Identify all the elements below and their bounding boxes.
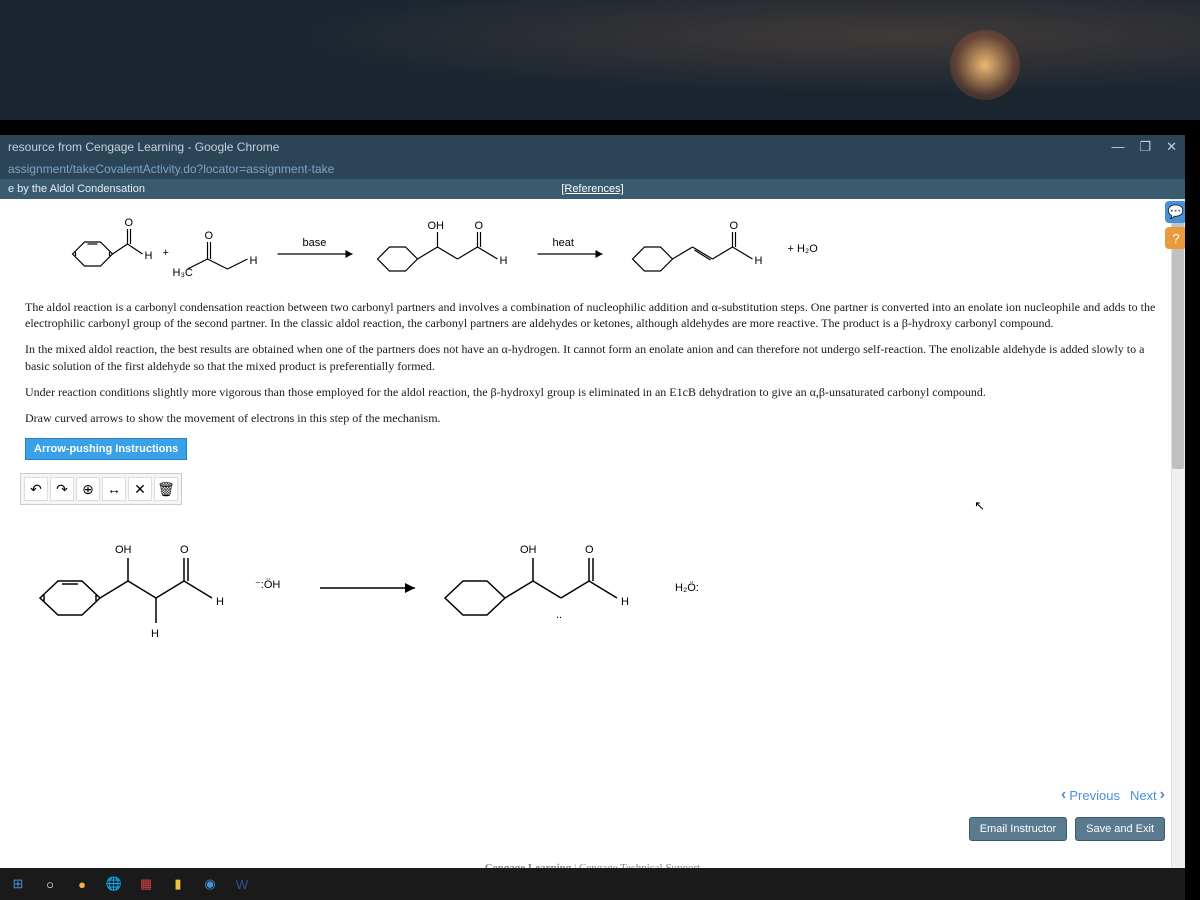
cortana-icon[interactable]: ○	[40, 874, 60, 894]
svg-text:H₂Ö:: H₂Ö:	[675, 582, 699, 594]
chat-icon[interactable]: 💬	[1165, 201, 1185, 223]
svg-text:H: H	[145, 250, 153, 262]
word-icon[interactable]: W	[232, 874, 252, 894]
action-row: Email Instructor Save and Exit	[969, 817, 1165, 841]
references-link[interactable]: [References]	[561, 183, 623, 195]
ambient-background	[0, 0, 1200, 120]
taskbar: ⊞ ○ ● 🌐 ▦ ▮ ◉ W	[0, 868, 1185, 900]
svg-text:OH: OH	[428, 220, 445, 232]
reaction-scheme: O H + O H₃C H base	[0, 199, 1185, 294]
minimize-button[interactable]: —	[1111, 139, 1124, 155]
next-label: Next	[1130, 788, 1157, 803]
lamp-glow	[950, 30, 1020, 100]
drawing-toolbar: ↶ ↷ ⊕ ↔ ✕ 🗑	[20, 473, 182, 505]
edge-icon[interactable]: ◉	[200, 874, 220, 894]
svg-text:O: O	[475, 220, 484, 232]
svg-text:..: ..	[556, 609, 562, 621]
svg-text:H: H	[500, 255, 508, 267]
close-button[interactable]: ✕	[1166, 139, 1177, 155]
monitor-frame: resource from Cengage Learning - Google …	[0, 120, 1200, 900]
previous-label: Previous	[1069, 788, 1120, 803]
previous-button[interactable]: ‹ Previous	[1061, 786, 1120, 804]
url-bar: assignment/takeCovalentActivity.do?locat…	[0, 159, 1185, 179]
chevron-left-icon: ‹	[1061, 786, 1066, 804]
move-button[interactable]: ↔	[102, 477, 126, 501]
maximize-button[interactable]: ❐	[1139, 139, 1151, 155]
scheme-svg: O H + O H₃C H base	[20, 214, 1165, 294]
paragraph-2: In the mixed aldol reaction, the best re…	[25, 341, 1160, 373]
svg-text:heat: heat	[553, 237, 574, 249]
svg-text:+: +	[163, 247, 169, 259]
help-icon[interactable]: ?	[1165, 227, 1185, 249]
app-header: e by the Aldol Condensation [References]	[0, 179, 1185, 199]
window-title-text: resource from Cengage Learning - Google …	[8, 140, 279, 154]
clear-button[interactable]: 🗑	[154, 477, 178, 501]
svg-text:O: O	[205, 230, 214, 242]
mechanism-svg: OH O H H ⁻:ÖH OH	[20, 523, 820, 673]
svg-text:O: O	[180, 544, 189, 556]
scroll-thumb[interactable]	[1172, 219, 1184, 469]
svg-text:O: O	[730, 220, 739, 232]
scrollbar[interactable]	[1171, 199, 1185, 879]
undo-button[interactable]: ↶	[24, 477, 48, 501]
paragraph-3: Under reaction conditions slightly more …	[25, 384, 1160, 400]
paragraph-4: Draw curved arrows to show the movement …	[25, 410, 1160, 426]
window-titlebar: resource from Cengage Learning - Google …	[0, 135, 1185, 159]
text-content: The aldol reaction is a carbonyl condens…	[0, 294, 1185, 473]
svg-text:H: H	[621, 596, 629, 608]
svg-text:OH: OH	[115, 544, 132, 556]
svg-text:O: O	[125, 217, 134, 229]
chevron-right-icon: ›	[1160, 786, 1165, 804]
svg-text:OH: OH	[520, 544, 537, 556]
browser-icon[interactable]: ●	[72, 874, 92, 894]
svg-text:H: H	[250, 255, 258, 267]
window-controls: — ❐ ✕	[1111, 139, 1177, 155]
svg-text:H₃C: H₃C	[173, 267, 193, 279]
svg-text:H: H	[151, 628, 159, 640]
side-badges: 💬 ?	[1165, 201, 1185, 249]
folder-icon[interactable]: ▮	[168, 874, 188, 894]
delete-button[interactable]: ✕	[128, 477, 152, 501]
content-area: 💬 ? O H +	[0, 199, 1185, 879]
chrome-icon[interactable]: 🌐	[104, 874, 124, 894]
redo-button[interactable]: ↷	[50, 477, 74, 501]
next-button[interactable]: Next ›	[1130, 786, 1165, 804]
mechanism-canvas[interactable]: ↖ OH O H H ⁻:ÖH	[0, 513, 1185, 683]
svg-text:base: base	[303, 237, 327, 249]
svg-text:⁻:ÖH: ⁻:ÖH	[255, 579, 280, 591]
svg-text:+ H₂O: + H₂O	[788, 243, 819, 255]
arrow-pushing-instructions-button[interactable]: Arrow-pushing Instructions	[25, 438, 187, 460]
cursor-icon: ↖	[974, 498, 985, 514]
breadcrumb: e by the Aldol Condensation	[8, 183, 145, 195]
paragraph-1: The aldol reaction is a carbonyl condens…	[25, 299, 1160, 331]
save-and-exit-button[interactable]: Save and Exit	[1075, 817, 1165, 841]
add-button[interactable]: ⊕	[76, 477, 100, 501]
svg-text:O: O	[585, 544, 594, 556]
app-icon[interactable]: ▦	[136, 874, 156, 894]
svg-text:H: H	[755, 255, 763, 267]
email-instructor-button[interactable]: Email Instructor	[969, 817, 1067, 841]
nav-row: ‹ Previous Next ›	[1061, 786, 1165, 804]
start-icon[interactable]: ⊞	[8, 874, 28, 894]
svg-text:H: H	[216, 596, 224, 608]
